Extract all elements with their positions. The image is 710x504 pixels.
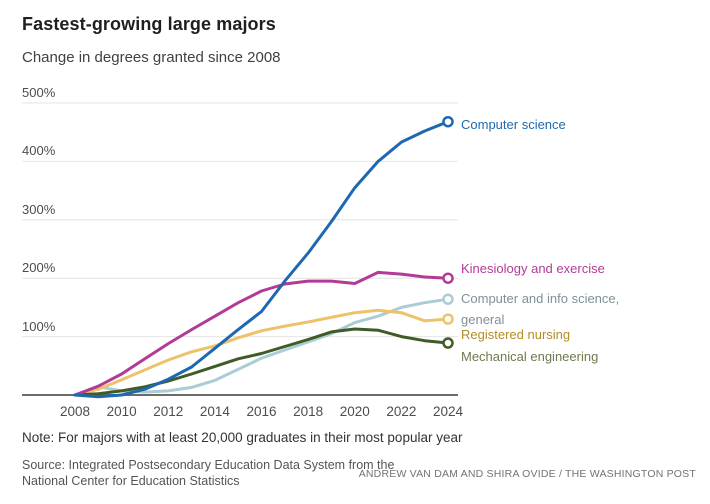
x-tick-label-2020: 2020: [339, 404, 370, 419]
x-tick-label-2010: 2010: [106, 404, 137, 419]
chart-title: Fastest-growing large majors: [22, 14, 276, 34]
end-marker-registered-nursing: [442, 313, 454, 325]
series-label-mechanical-engineering: Mechanical engineering: [461, 349, 599, 364]
x-tick-label-2016: 2016: [246, 404, 277, 419]
line-computer-and-info-science-general: [73, 297, 450, 397]
end-marker-kinesiology-and-exercise: [442, 272, 454, 284]
x-tick-label-2014: 2014: [199, 404, 230, 419]
series-label-computer-science: Computer science: [461, 117, 566, 132]
x-tick-label-2022: 2022: [386, 404, 417, 419]
end-marker-mechanical-engineering: [442, 337, 454, 349]
line-registered-nursing: [73, 308, 450, 397]
chart-credit: ANDREW VAN DAM AND SHIRA OVIDE / THE WAS…: [358, 468, 696, 480]
line-kinesiology-and-exercise: [73, 270, 450, 397]
end-marker-computer-and-info-science-general: [442, 293, 454, 305]
y-tick-label-400: 400%: [22, 143, 56, 159]
chart-source: Source: Integrated Postsecondary Educati…: [22, 458, 395, 488]
x-tick-label-2008: 2008: [59, 404, 91, 419]
y-tick-label-300: 300%: [22, 201, 56, 217]
chart-subtitle: Change in degrees granted since 2008: [22, 49, 281, 66]
y-tick-label-500: 500%: [22, 85, 56, 100]
line-computer-science: [73, 120, 450, 399]
y-tick-label-100: 100%: [22, 318, 56, 334]
x-tick-label-2012: 2012: [153, 404, 184, 419]
end-marker-computer-science: [442, 115, 454, 128]
y-tick-label-200: 200%: [22, 260, 56, 276]
x-tick-label-2018: 2018: [293, 404, 324, 419]
series-label-registered-nursing: Registered nursing: [461, 327, 571, 342]
line-mechanical-engineering: [73, 327, 450, 397]
series-label-computer-and-info-science-general: Computer and info science, general: [461, 291, 620, 327]
x-tick-label-2024: 2024: [432, 404, 464, 419]
series-label-kinesiology-and-exercise: Kinesiology and exercise: [461, 261, 605, 276]
chart-note: Note: For majors with at least 20,000 gr…: [22, 430, 463, 445]
